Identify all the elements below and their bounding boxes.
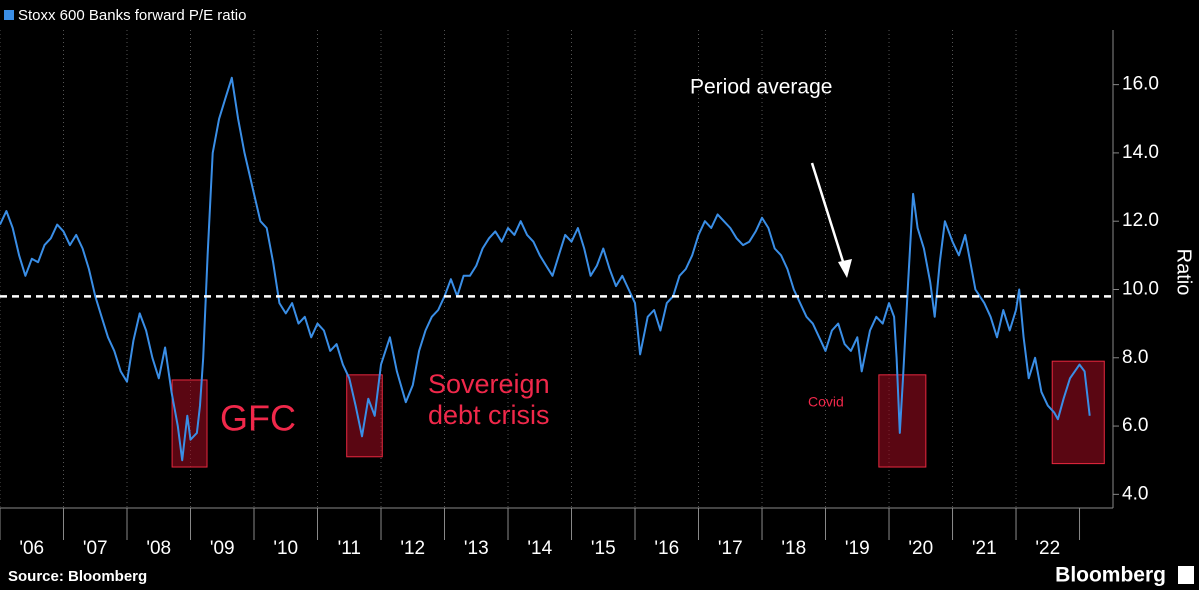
x-tick-label: '15 (591, 538, 616, 559)
x-tick-label: '08 (146, 538, 171, 559)
highlight-label: debt crisis (428, 400, 550, 430)
highlight-label: GFC (220, 398, 296, 439)
x-tick-label: '13 (464, 538, 489, 559)
y-axis-label: Ratio (1173, 249, 1195, 296)
y-tick-label: 8.0 (1122, 347, 1148, 368)
annotation-arrowhead (838, 259, 852, 278)
y-tick-label: 4.0 (1122, 483, 1148, 504)
x-tick-label: '12 (400, 538, 425, 559)
source: Source: Bloomberg (8, 568, 147, 585)
annotation-arrow (810, 162, 847, 269)
x-tick-label: '16 (654, 538, 679, 559)
y-tick-label: 12.0 (1122, 210, 1159, 231)
x-tick-label: '10 (273, 538, 298, 559)
x-tick-label: '20 (908, 538, 933, 559)
x-tick-label: '14 (527, 538, 552, 559)
plot: '06 '07 '08 '09 '10 '11 '12 '13 '14 '15 '16 '17 '18 '… (0, 30, 1159, 559)
x-tick-label: '22 (1035, 538, 1060, 559)
highlight-label: Covid (808, 394, 844, 410)
x-tick-label: '19 (845, 538, 870, 559)
brand: Bloomberg (1055, 564, 1166, 587)
y-tick-label: 6.0 (1122, 415, 1148, 436)
series-line (0, 76, 1091, 462)
y-tick-label: 14.0 (1122, 142, 1159, 163)
y-tick-label: 16.0 (1122, 74, 1159, 95)
x-tick-label: '07 (83, 538, 108, 559)
x-tick-label: '17 (718, 538, 743, 559)
legend-swatch (4, 10, 14, 20)
brand-icon (1178, 566, 1194, 584)
highlight-box (1051, 360, 1105, 465)
annotation: Period average (690, 76, 832, 99)
x-tick-label: '09 (210, 538, 235, 559)
x-tick-label: '11 (338, 538, 361, 559)
x-tick-label: '18 (781, 538, 806, 559)
legend-label: Stoxx 600 Banks forward P/E ratio (18, 7, 246, 24)
x-tick-label: '06 (19, 538, 44, 559)
y-tick-label: 10.0 (1122, 279, 1159, 300)
highlight-label: Sovereign (428, 369, 550, 399)
x-tick-label: '21 (972, 538, 997, 559)
